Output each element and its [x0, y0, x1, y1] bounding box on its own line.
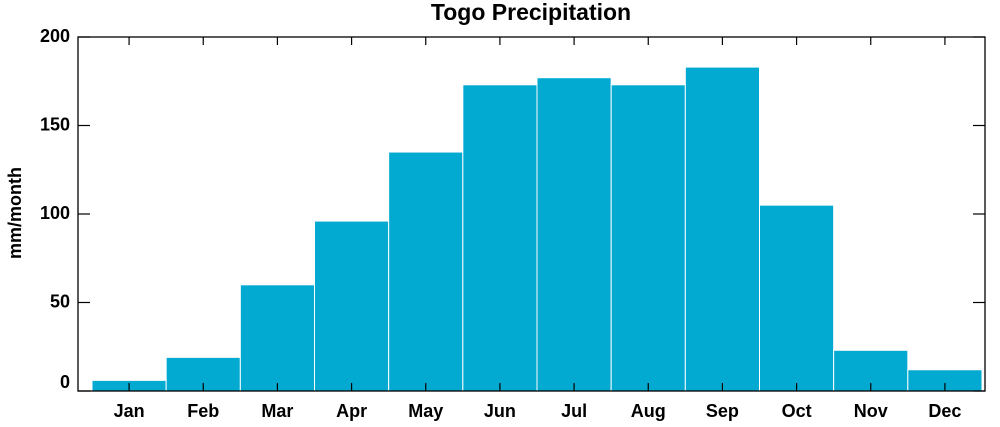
y-tick-label: 50	[50, 291, 70, 311]
bar	[462, 84, 538, 392]
x-tick-label: Apr	[336, 401, 367, 421]
chart-title: Togo Precipitation	[431, 0, 631, 25]
bar	[388, 151, 464, 392]
x-tick-label: Jul	[561, 401, 587, 421]
x-tick-label: Sep	[706, 401, 739, 421]
y-tick-label: 100	[40, 203, 70, 223]
x-tick-label: May	[408, 401, 443, 421]
plot-frame	[77, 36, 986, 392]
bar	[536, 77, 612, 392]
y-tick-label: 200	[40, 26, 70, 46]
bar	[759, 204, 835, 392]
x-tick-label: Jan	[114, 401, 145, 421]
bar	[684, 66, 760, 392]
x-tick-label: Feb	[187, 401, 219, 421]
x-tick-label: Dec	[928, 401, 961, 421]
bar	[314, 220, 390, 392]
y-axis-label: mm/month	[5, 167, 25, 259]
bar	[239, 284, 315, 392]
x-tick-label: Oct	[782, 401, 812, 421]
y-tick-label: 150	[40, 114, 70, 134]
x-tick-label: Aug	[631, 401, 666, 421]
bar	[610, 84, 686, 392]
x-tick-label: Mar	[261, 401, 293, 421]
x-tick-label: Jun	[484, 401, 516, 421]
y-tick-label: 0	[60, 372, 70, 392]
x-tick-label: Nov	[854, 401, 888, 421]
